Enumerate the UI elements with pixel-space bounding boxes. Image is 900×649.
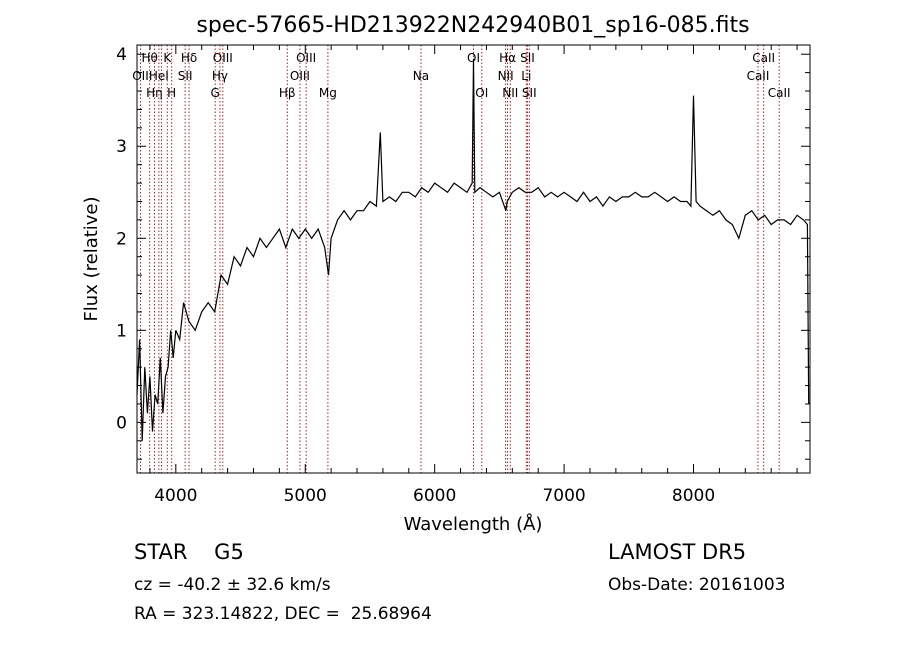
spectral-line-label: CaII xyxy=(768,86,791,100)
obs-date: Obs-Date: 20161003 xyxy=(608,575,786,595)
spectral-line-label: Li xyxy=(521,69,531,83)
spectral-line-label: CaII xyxy=(747,69,770,83)
y-tick-label: 2 xyxy=(116,229,127,249)
y-tick-label: 0 xyxy=(116,413,127,433)
object-class: STAR G5 xyxy=(134,540,244,564)
spectral-line-label: OIII xyxy=(213,51,233,65)
spectral-line-label: G xyxy=(211,86,220,100)
spectral-line-label: OI xyxy=(467,51,480,65)
spectral-line-label: SII xyxy=(522,86,537,100)
x-tick-label: 4000 xyxy=(154,486,197,506)
x-tick-label: 6000 xyxy=(413,486,456,506)
spectral-line-label: K xyxy=(163,51,172,65)
spectral-line-label: SII xyxy=(178,69,193,83)
survey-name: LAMOST DR5 xyxy=(608,540,747,564)
y-tick-label: 4 xyxy=(116,45,127,65)
spectral-line-label: Na xyxy=(413,69,429,83)
spectral-line-label: Hη xyxy=(146,86,163,100)
x-tick-label: 7000 xyxy=(542,486,585,506)
spectral-line-label: NII xyxy=(502,86,518,100)
spectral-line-label: OIII xyxy=(296,51,316,65)
spectral-line-label: OI xyxy=(475,86,488,100)
spectral-line-label: NII xyxy=(498,69,514,83)
x-tick-label: 5000 xyxy=(284,486,327,506)
chart-title: spec-57665-HD213922N242940B01_sp16-085.f… xyxy=(196,13,749,38)
redshift-text: cz = -40.2 ± 32.6 km/s xyxy=(134,575,331,595)
y-tick-label: 1 xyxy=(116,321,127,341)
spectral-line-label: Hγ xyxy=(212,69,228,83)
spectral-line-label: Hθ xyxy=(141,51,157,65)
spectral-line-label: Hα xyxy=(499,51,516,65)
spectral-line-label: OIII xyxy=(290,69,310,83)
x-axis-label: Wavelength (Å) xyxy=(404,513,543,535)
x-tick-label: 8000 xyxy=(672,486,715,506)
spectrum-series-line xyxy=(136,58,810,441)
spectral-line-label: CaII xyxy=(752,51,775,65)
coordinates: RA = 323.14822, DEC = 25.68964 xyxy=(134,604,432,624)
spectral-line-label: SII xyxy=(520,51,535,65)
spectral-line-label: OII xyxy=(132,69,149,83)
y-axis-label: Flux (relative) xyxy=(81,196,102,321)
plot-frame xyxy=(136,44,811,474)
y-tick-label: 3 xyxy=(116,137,127,157)
spectral-line-label: Hβ xyxy=(279,86,296,100)
spectral-line-label: Hδ xyxy=(181,51,197,65)
spectral-line-label: Mg xyxy=(319,86,337,100)
spectral-line-label: HeI xyxy=(149,69,169,83)
spectral-line-label: H xyxy=(167,86,176,100)
